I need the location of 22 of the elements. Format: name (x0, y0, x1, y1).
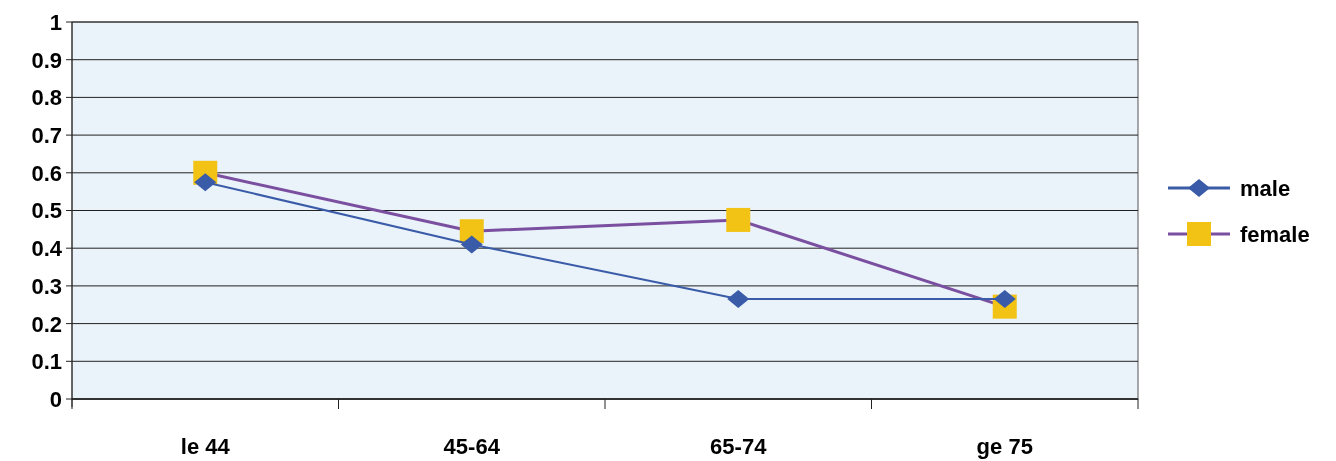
y-tick-label: 0.5 (31, 198, 62, 224)
point (460, 235, 483, 254)
x-tick-label: le 44 (180, 434, 231, 459)
point (726, 207, 751, 232)
y-tick-label: 0.6 (31, 160, 62, 186)
x-tick-label: 45-64 (443, 434, 501, 459)
y-tick-label: 0.2 (31, 311, 62, 337)
legend-label: male (1240, 175, 1291, 201)
y-tick-label: 0 (49, 386, 62, 412)
point (727, 290, 750, 309)
y-tick-label: 0.4 (31, 236, 63, 262)
y-tick-label: 0.9 (31, 47, 62, 73)
y-tick-label: 1 (49, 9, 62, 35)
y-tick-label: 0.3 (31, 273, 62, 299)
x-tick-label: ge 75 (976, 434, 1033, 459)
point (194, 173, 217, 192)
y-tick-label: 0.7 (31, 123, 62, 149)
point (993, 290, 1016, 309)
y-tick-label: 0.8 (31, 85, 62, 111)
x-tick-label: 65-74 (710, 434, 768, 459)
y-tick-label: 0.1 (31, 349, 62, 375)
legend-label: female (1240, 221, 1310, 247)
